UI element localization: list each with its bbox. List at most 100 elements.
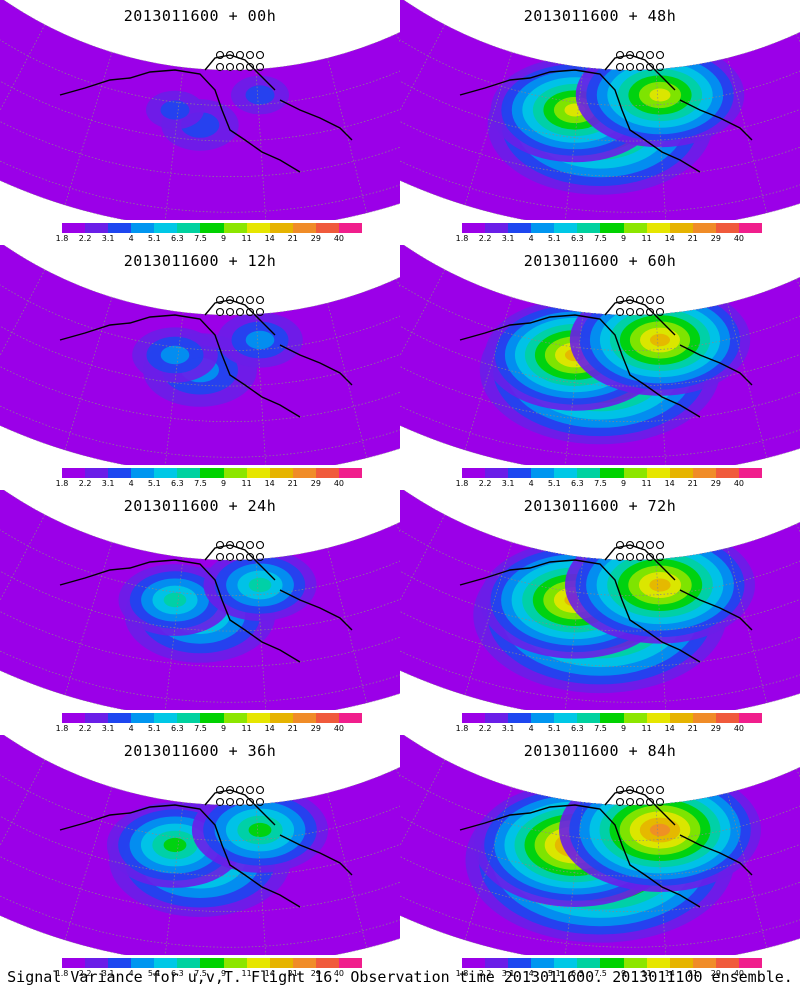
island-outline — [635, 785, 645, 795]
colorbar — [62, 713, 363, 723]
colorbar-swatch — [200, 223, 224, 233]
colorbar-swatch — [692, 468, 716, 478]
island-outline — [215, 785, 225, 795]
colorbar-swatch — [462, 468, 486, 478]
colorbar-tick-label: 21 — [687, 969, 698, 978]
island-outline — [255, 307, 265, 317]
colorbar-tick-label: 9 — [220, 479, 227, 488]
island-outline — [615, 785, 625, 795]
colorbar-swatch — [508, 223, 532, 233]
island-outline — [255, 295, 265, 305]
colorbar-swatch — [462, 958, 486, 968]
island-outline — [225, 62, 235, 72]
colorbar-tick-label: 5.1 — [147, 479, 161, 488]
island-outline — [615, 797, 625, 807]
colorbar-tick-label: 7.5 — [594, 724, 607, 733]
longitude-line — [564, 312, 584, 465]
latitude-line — [400, 325, 800, 387]
colorbar-tick-label: 11 — [641, 724, 652, 733]
colorbar-tick-label: 40 — [333, 969, 345, 978]
latitude-line — [0, 570, 400, 632]
colorbar-tick-label: 29 — [710, 234, 721, 243]
longitude-line — [655, 69, 667, 220]
colorbar-tick-label: 2.2 — [78, 479, 92, 488]
island-outline — [635, 552, 645, 562]
colorbar-swatch — [485, 468, 509, 478]
longitude-line — [564, 67, 584, 220]
island-outline — [245, 307, 255, 317]
variance-contour — [649, 88, 671, 102]
colorbar — [62, 468, 363, 478]
latitude-line — [0, 284, 400, 351]
variance-contour — [248, 577, 272, 593]
colorbar-swatch — [600, 223, 624, 233]
colorbar-tick-label: 29 — [710, 969, 721, 978]
colorbar-tick-label: 40 — [733, 234, 745, 243]
longitude-line — [464, 787, 513, 941]
colorbar-tick-label: 21 — [287, 724, 298, 733]
colorbar-tick-label: 3.1 — [501, 479, 515, 488]
colorbar-swatch — [131, 223, 155, 233]
colorbar-tick-label: 40 — [333, 479, 345, 488]
latitude-line — [0, 855, 400, 912]
island-outline — [645, 552, 655, 562]
colorbar-swatch — [85, 713, 109, 723]
colorbar-swatch — [508, 468, 532, 478]
panel-title: 2013011600 + 12h — [123, 252, 277, 270]
colorbar-tick-label: 5.1 — [147, 234, 161, 243]
colorbar-tick-label: 11 — [641, 969, 652, 978]
colorbar-swatch — [554, 713, 578, 723]
colorbar-labels: 1.8 2.2 3.1 4 5.1 6.3 7.5 9 11 14 21 29 40 — [456, 724, 762, 734]
colorbar-swatch — [269, 713, 293, 723]
island-outline — [645, 295, 655, 305]
colorbar-swatch — [531, 958, 555, 968]
colorbar-swatch — [646, 223, 670, 233]
latitude-line — [400, 365, 800, 422]
longitude-line — [727, 57, 768, 214]
colorbar-tick-label: 40 — [733, 479, 745, 488]
colorbar-swatch — [315, 958, 339, 968]
colorbar-swatch — [715, 958, 739, 968]
colorbar-tick-label: 6.3 — [571, 724, 584, 733]
variance-contour — [163, 592, 187, 608]
colorbar-swatch — [131, 958, 155, 968]
colorbar-tick-label: 21 — [687, 479, 698, 488]
variance-contour — [245, 85, 275, 105]
domain-boundary — [400, 490, 800, 710]
colorbar-tick-label: 6.3 — [171, 479, 184, 488]
island-outline — [655, 307, 665, 317]
colorbar-swatch — [200, 958, 224, 968]
panel-title: 2013011600 + 60h — [523, 252, 677, 270]
colorbar-swatch — [177, 958, 201, 968]
colorbar-swatch — [200, 468, 224, 478]
colorbar-tick-label: 4 — [128, 479, 134, 488]
colorbar-swatch — [554, 223, 578, 233]
panel-title: 2013011600 + 36h — [123, 742, 277, 760]
colorbar-tick-label: 6.3 — [571, 234, 584, 243]
colorbar-swatch — [131, 468, 155, 478]
colorbar-swatch — [715, 468, 739, 478]
colorbar-swatch — [600, 468, 624, 478]
island-outline — [615, 540, 625, 550]
longitude-line — [64, 787, 113, 941]
colorbar-swatch — [246, 468, 270, 478]
longitude-line — [327, 547, 368, 704]
map-panel: 2013011600 + 12h 1.8 2.2 3.1 4 5.1 6.3 7.5 9 11 14… — [0, 245, 400, 492]
colorbar-swatch — [692, 958, 716, 968]
colorbar-tick-label: 6.3 — [571, 969, 584, 978]
colorbar-tick-label: 40 — [733, 969, 745, 978]
colorbar-swatch — [338, 468, 363, 478]
colorbar-tick-label: 21 — [287, 234, 298, 243]
island-outline — [615, 295, 625, 305]
colorbar-swatch — [577, 468, 601, 478]
colorbar-tick-label: 5.1 — [147, 724, 161, 733]
latitude-line — [0, 39, 400, 106]
colorbar — [62, 223, 363, 233]
colorbar-swatch — [508, 958, 532, 968]
colorbar-swatch — [485, 958, 509, 968]
island-outline — [255, 50, 265, 60]
colorbar-swatch — [315, 468, 339, 478]
colorbar-tick-label: 14 — [664, 234, 675, 243]
colorbar-swatch — [177, 713, 201, 723]
island-outline — [625, 785, 635, 795]
